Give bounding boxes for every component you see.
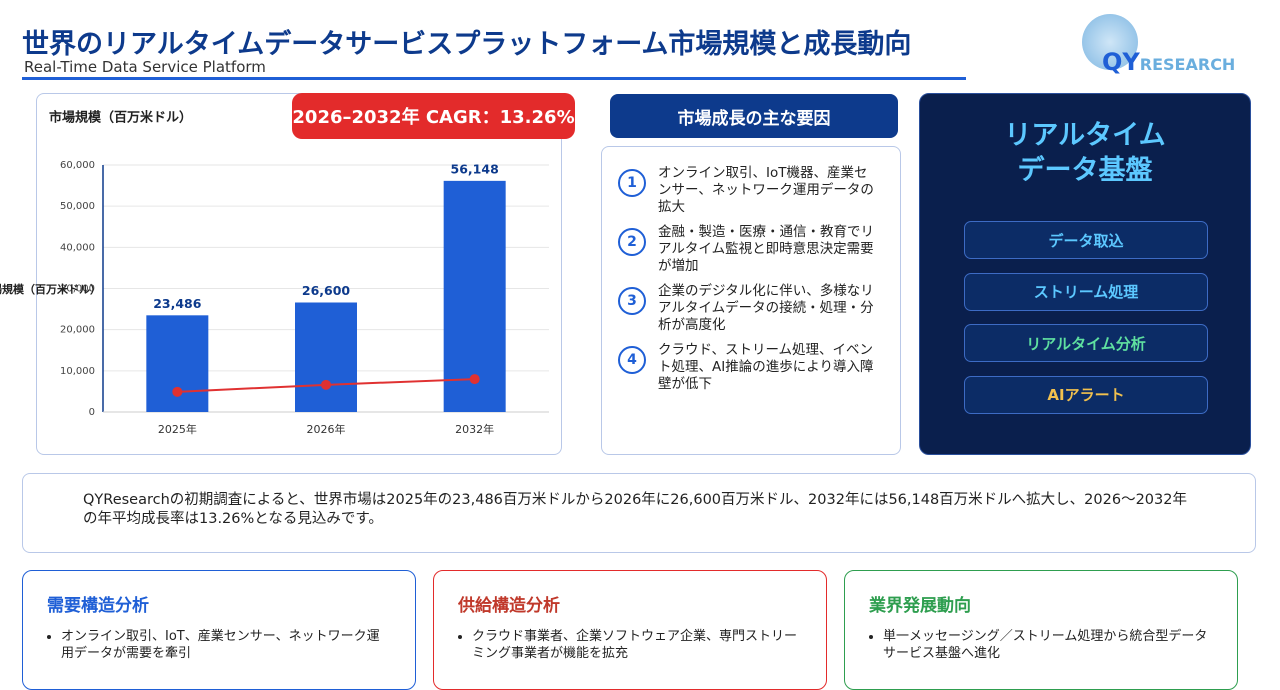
chart-panel: 市場規模（百万米ドル） 0 10,000 20,000 30,000 40,000 50,… xyxy=(36,93,562,455)
chart: 市場規模（百万米ドル） 0 10,000 20,000 30,000 40,000 50,… xyxy=(49,110,549,436)
driver-text: 企業のデジタル化に伴い、多様なリアルタイムデータの接続・処理・分析が高度化 xyxy=(658,283,874,333)
cagr-badge: 2026–2032年 CAGR：13.26% xyxy=(292,93,575,139)
line-point xyxy=(469,374,480,385)
logo: QYRESEARCH xyxy=(1102,48,1235,76)
value-label: 23,486 xyxy=(153,296,202,311)
driver-number: 1 xyxy=(618,169,646,197)
logo-a: QY xyxy=(1102,48,1140,76)
driver-text: クラウド、ストリーム処理、イベント処理、AI推論の進歩により導入障壁が低下 xyxy=(658,342,874,392)
card-bullet: クラウド事業者、企業ソフトウェア企業、専門ストリーミング事業者が機能を拡充 xyxy=(472,628,802,662)
driver-text: オンライン取引、IoT機器、産業センサー、ネットワーク運用データの拡大 xyxy=(658,165,874,215)
card: 需要構造分析オンライン取引、IoT、産業センサー、ネットワーク運用データが需要を… xyxy=(22,570,416,690)
summary: QYResearchの初期調査によると、世界市場は2025年の23,486百万米… xyxy=(22,473,1256,553)
driver-item: 3 企業のデジタル化に伴い、多様なリアルタイムデータの接続・処理・分析が高度化 xyxy=(618,283,888,334)
platform-title-line: データ基盤 xyxy=(1017,155,1153,186)
title: 世界のリアルタイムデータサービスプラットフォーム市場規模と成長動向 xyxy=(22,29,912,60)
page: 世界のリアルタイムデータサービスプラットフォーム市場規模と成長動向 Real-T… xyxy=(0,0,1280,670)
card-title: 需要構造分析 xyxy=(47,596,149,616)
x-tick-label: 2026年 xyxy=(307,422,346,436)
driver-text: 金融・製造・医療・通信・教育でリアルタイム監視と即時意思決定需要が増加 xyxy=(658,224,874,274)
platform-step: リアルタイム分析 xyxy=(964,324,1208,362)
card-bullet: オンライン取引、IoT、産業センサー、ネットワーク運用データが需要を牽引 xyxy=(61,628,391,662)
y-tick-label: 20,000 xyxy=(60,325,95,336)
card: 供給構造分析クラウド事業者、企業ソフトウェア企業、専門ストリーミング事業者が機能… xyxy=(433,570,827,690)
driver-item: 1 オンライン取引、IoT機器、産業センサー、ネットワーク運用データの拡大 xyxy=(618,165,888,216)
platform-title-line: リアルタイム xyxy=(1004,120,1166,151)
card-bullets: 単一メッセージング／ストリーム処理から統合型データサービス基盤へ進化 xyxy=(869,628,1213,662)
y-tick-label: 0 xyxy=(89,407,95,418)
bar xyxy=(146,315,209,412)
drivers-title: 市場成長の主な要因 xyxy=(610,94,898,138)
platform-panel: リアルタイム データ基盤 データ取込ストリーム処理 リアルタイム分析 AIアラート xyxy=(919,93,1251,455)
driver-number: 3 xyxy=(618,287,646,315)
driver-number: 2 xyxy=(618,228,646,256)
card-bullet: 単一メッセージング／ストリーム処理から統合型データサービス基盤へ進化 xyxy=(883,628,1213,662)
card-bullets: クラウド事業者、企業ソフトウェア企業、専門ストリーミング事業者が機能を拡充 xyxy=(458,628,802,662)
value-label: 56,148 xyxy=(451,161,499,176)
bar xyxy=(295,302,357,412)
logo-b: RESEARCH xyxy=(1139,55,1236,74)
value-label: 26,600 xyxy=(302,283,351,298)
line-point xyxy=(172,386,183,397)
driver-number: 4 xyxy=(618,346,646,374)
line-point xyxy=(321,379,331,390)
y-tick-label: 10,000 xyxy=(60,366,95,377)
card-bullets: オンライン取引、IoT、産業センサー、ネットワーク運用データが需要を牽引 xyxy=(47,628,391,662)
subtitle: Real-Time Data Service Platform xyxy=(24,58,266,76)
rule xyxy=(22,77,966,80)
platform-step: ストリーム処理 xyxy=(964,272,1208,311)
card-title: 業界発展動向 xyxy=(869,596,971,616)
platform-step: AIアラート xyxy=(964,375,1208,414)
platform-step: データ取込 xyxy=(964,221,1208,259)
logo-globe xyxy=(1082,14,1138,70)
x-tick-label: 2025年 xyxy=(158,422,197,436)
card-title: 供給構造分析 xyxy=(458,596,560,616)
y-tick-label: 60,000 xyxy=(60,160,95,171)
chart-title: 市場規模（百万米ドル） xyxy=(49,110,192,126)
y-axis-label: 市場規模（百万米ドル） xyxy=(0,283,101,296)
drivers-panel: 1 オンライン取引、IoT機器、産業センサー、ネットワーク運用データの拡大 2 金融・… xyxy=(601,146,901,455)
y-tick-label: 50,000 xyxy=(60,201,95,212)
y-tick-label: 40,000 xyxy=(60,242,95,253)
bar xyxy=(443,180,506,412)
platform-title: リアルタイム データ基盤 xyxy=(920,118,1250,188)
x-tick-label: 2032年 xyxy=(455,422,494,436)
driver-item: 2 金融・製造・医療・通信・教育でリアルタイム監視と即時意思決定需要が増加 xyxy=(618,224,888,275)
card: 業界発展動向単一メッセージング／ストリーム処理から統合型データサービス基盤へ進化 xyxy=(844,570,1238,690)
y-tick-label: 30,000 xyxy=(60,284,95,295)
driver-item: 4 クラウド、ストリーム処理、イベント処理、AI推論の進歩により導入障壁が低下 xyxy=(618,342,888,393)
